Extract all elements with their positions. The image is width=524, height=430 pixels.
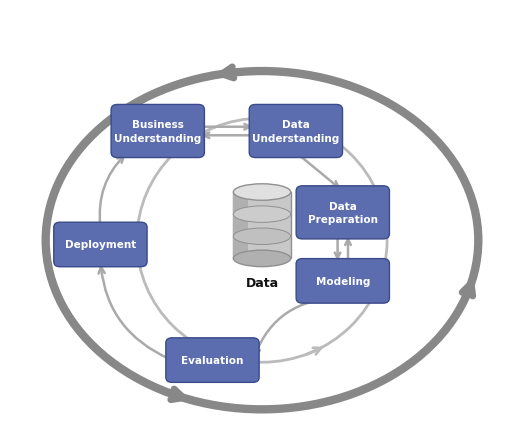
FancyBboxPatch shape — [166, 338, 259, 382]
FancyBboxPatch shape — [296, 259, 389, 304]
Ellipse shape — [233, 228, 291, 245]
Text: Deployment: Deployment — [65, 240, 136, 250]
Ellipse shape — [233, 184, 291, 201]
FancyBboxPatch shape — [249, 105, 343, 158]
Text: Modeling: Modeling — [315, 276, 370, 286]
Text: Evaluation: Evaluation — [181, 355, 244, 365]
Polygon shape — [233, 193, 248, 259]
Bar — [233, 193, 291, 259]
Text: Data
Preparation: Data Preparation — [308, 201, 378, 224]
Ellipse shape — [233, 251, 291, 267]
FancyBboxPatch shape — [54, 223, 147, 267]
Text: Data: Data — [245, 276, 279, 289]
Ellipse shape — [233, 206, 291, 223]
Text: Data
Understanding: Data Understanding — [252, 120, 340, 143]
Text: Business
Understanding: Business Understanding — [114, 120, 201, 143]
FancyBboxPatch shape — [111, 105, 204, 158]
FancyBboxPatch shape — [296, 186, 389, 240]
